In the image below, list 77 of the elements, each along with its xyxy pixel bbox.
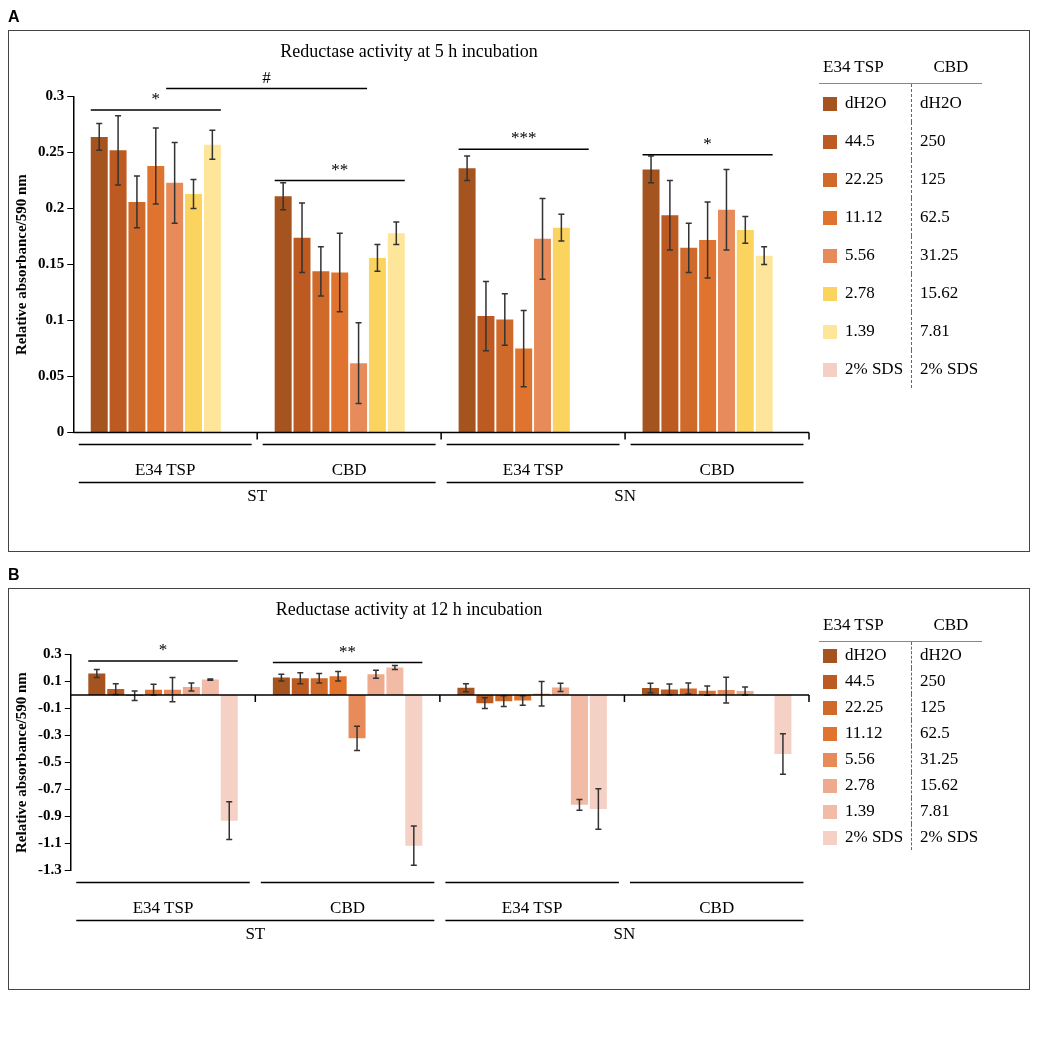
legend-label: 11.12 [844, 206, 884, 228]
text: 7.81 [911, 798, 983, 824]
text: CBD [911, 609, 983, 642]
y-tick-label: -0.3 [38, 726, 62, 743]
legend-label: 22.25 [844, 696, 885, 718]
x-tick-label: CBD [331, 460, 367, 480]
text: 15.62 [911, 274, 983, 312]
text: B [8, 566, 21, 585]
text: 31.25 [911, 236, 983, 274]
annotation: * [151, 89, 161, 109]
text: 15.62 [911, 772, 983, 798]
text: 250 [911, 122, 983, 160]
y-tick-label: 0.25 [38, 143, 65, 160]
legend-label: 5.56 [844, 748, 876, 770]
x-tick-label: CBD [330, 898, 366, 918]
y-tick-label: -0.7 [38, 780, 63, 797]
y-tick-label: 0 [56, 423, 65, 440]
text: 62.5 [911, 198, 983, 236]
legend-label: dH2O [844, 644, 888, 666]
text: CBD [911, 51, 983, 84]
legend-label: 2% SDS [844, 358, 905, 380]
text: ST [247, 485, 268, 505]
text: # [262, 67, 272, 87]
y-tick-label: 0.2 [45, 199, 65, 216]
x-tick-label: E34 TSP [501, 898, 563, 918]
text: SN [614, 485, 636, 505]
legend-label: 2.78 [844, 282, 876, 304]
annotation: * [703, 133, 712, 153]
y-tick-label: 0.3 [45, 87, 65, 104]
legend-label: 2% SDS [844, 826, 905, 848]
text: dH2O [911, 83, 983, 122]
y-tick-label: -1.1 [38, 834, 62, 851]
x-tick-label: E34 TSP [134, 460, 196, 480]
y-axis-title: Relative absorbance/590 nm [12, 173, 29, 356]
text: SN [613, 923, 636, 943]
text: A [8, 8, 21, 27]
y-tick-label: 0.05 [38, 367, 65, 384]
text: 2% SDS [911, 824, 983, 850]
legend-label: 1.39 [844, 320, 876, 342]
y-tick-label: -0.9 [38, 807, 62, 824]
y-tick-label: 0.3 [43, 645, 62, 662]
text: 7.81 [911, 312, 983, 350]
text: 250 [911, 668, 983, 694]
y-tick-label: 0.15 [38, 255, 65, 272]
legend-label: 44.5 [844, 670, 876, 692]
x-tick-label: E34 TSP [502, 460, 564, 480]
legend-label: 2.78 [844, 774, 876, 796]
annotation: * [158, 640, 168, 660]
annotation: ** [339, 641, 357, 661]
text: dH2O [911, 641, 983, 668]
chart-title: Reductase activity at 5 h incubation [280, 40, 538, 61]
y-tick-label: -0.1 [38, 699, 62, 716]
legend-label: 5.56 [844, 244, 876, 266]
annotation: *** [510, 128, 537, 148]
y-tick-label: -1.3 [38, 861, 62, 878]
text: 62.5 [911, 720, 983, 746]
legend-label: 22.25 [844, 168, 885, 190]
x-tick-label: CBD [699, 460, 735, 480]
y-tick-label: 0.1 [43, 672, 62, 689]
legend-label: 1.39 [844, 800, 876, 822]
annotation: ** [331, 159, 349, 179]
chart-title: Reductase activity at 12 h incubation [275, 598, 543, 619]
y-axis-title: Relative absorbance/590 nm [12, 671, 29, 854]
y-tick-label: 0.1 [45, 311, 65, 328]
text: 2% SDS [911, 350, 983, 388]
text: 125 [911, 160, 983, 198]
x-tick-label: CBD [699, 898, 735, 918]
y-tick-label: -0.5 [38, 753, 62, 770]
legend-label: 44.5 [844, 130, 876, 152]
legend-title: E34 TSP [819, 609, 912, 642]
text: 31.25 [911, 746, 983, 772]
text: ST [245, 923, 266, 943]
text: 125 [911, 694, 983, 720]
legend-label: 11.12 [844, 722, 884, 744]
legend-title: E34 TSP [819, 51, 912, 84]
legend-label: dH2O [844, 92, 888, 114]
x-tick-label: E34 TSP [132, 898, 194, 918]
